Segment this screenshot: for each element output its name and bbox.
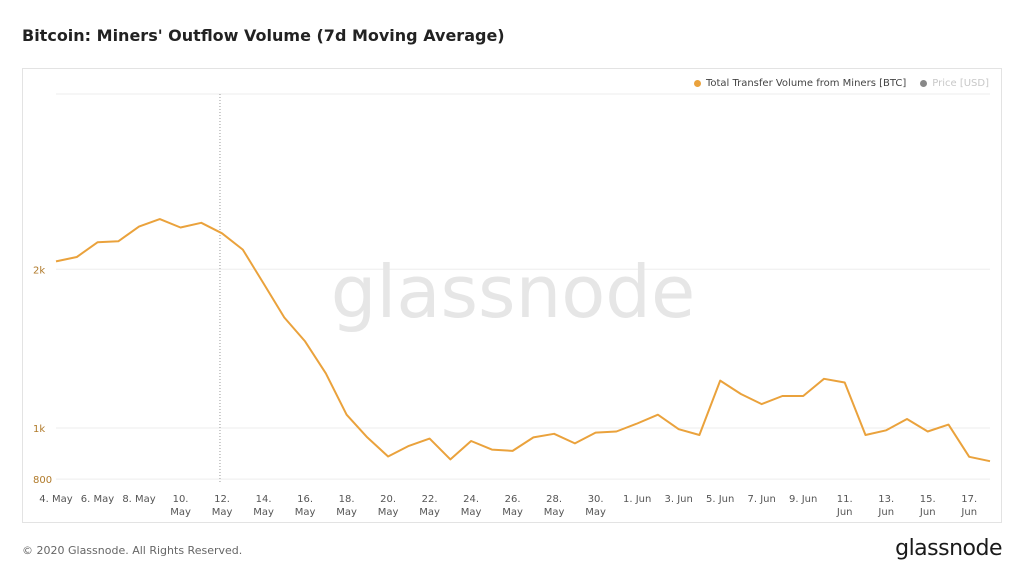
- legend-dot-icon: [693, 80, 701, 87]
- footer-logo[interactable]: glassnode: [895, 536, 1002, 561]
- line-layer: [55, 218, 991, 463]
- x-tick-label: 4. May: [39, 494, 72, 505]
- x-tick-label: 14. May: [253, 494, 274, 518]
- x-tick-label: 22. May: [419, 494, 440, 518]
- series-line-transfer-volume: [55, 218, 991, 463]
- x-tick-label: 9. Jun: [789, 494, 817, 505]
- x-tick-label: 11. Jun: [836, 494, 853, 518]
- legend-item-price[interactable]: Price [USD]: [920, 78, 989, 89]
- x-tick-label: 1. Jun: [623, 494, 651, 505]
- x-tick-label: 16. May: [295, 494, 316, 518]
- y-tick-label: 1k: [33, 424, 45, 435]
- x-tick-label: 6. May: [81, 494, 114, 505]
- x-axis-ticks: 4. May 6. May 8. May 10. May 12. May 14. May 16. M…: [39, 494, 977, 518]
- x-tick-label: 12. May: [212, 494, 233, 518]
- y-tick-label: 800: [33, 475, 52, 486]
- x-tick-label: 28. May: [544, 494, 565, 518]
- x-tick-label: 20. May: [378, 494, 399, 518]
- x-tick-label: 30. May: [585, 494, 606, 518]
- x-tick-label: 3. Jun: [664, 494, 692, 505]
- page-title: Bitcoin: Miners' Outflow Volume (7d Movi…: [22, 26, 505, 45]
- legend-item-transfer-volume[interactable]: Total Transfer Volume from Miners [BTC]: [693, 78, 907, 89]
- x-tick-label: 7. Jun: [748, 494, 776, 505]
- grid-layer: [56, 93, 990, 480]
- y-axis-ticks: 800 1k 2k: [33, 265, 52, 486]
- legend-label: Total Transfer Volume from Miners [BTC]: [705, 78, 907, 89]
- watermark-text: glassnode: [331, 250, 696, 334]
- x-tick-label: 13. Jun: [877, 494, 894, 518]
- chart-frame: glassnode 800 1k 2k 4. May 6. May 8. May 10. M…: [22, 68, 1002, 523]
- x-tick-label: 15. Jun: [919, 494, 936, 518]
- x-tick-label: 8. May: [122, 494, 155, 505]
- x-tick-label: 26. May: [502, 494, 523, 518]
- x-tick-label: 5. Jun: [706, 494, 734, 505]
- x-tick-label: 24. May: [461, 494, 482, 518]
- legend-label: Price [USD]: [932, 78, 989, 89]
- footer-copyright: © 2020 Glassnode. All Rights Reserved.: [22, 544, 243, 557]
- x-tick-label: 18. May: [336, 494, 357, 518]
- chart-svg: glassnode 800 1k 2k 4. May 6. May 8. May 10. M…: [33, 93, 991, 518]
- x-tick-label: 10. May: [170, 494, 191, 518]
- x-tick-label: 17. Jun: [960, 494, 977, 518]
- chart-legend: Total Transfer Volume from Miners [BTC] …: [693, 78, 989, 89]
- legend-dot-icon: [920, 80, 928, 87]
- y-tick-label: 2k: [33, 265, 45, 276]
